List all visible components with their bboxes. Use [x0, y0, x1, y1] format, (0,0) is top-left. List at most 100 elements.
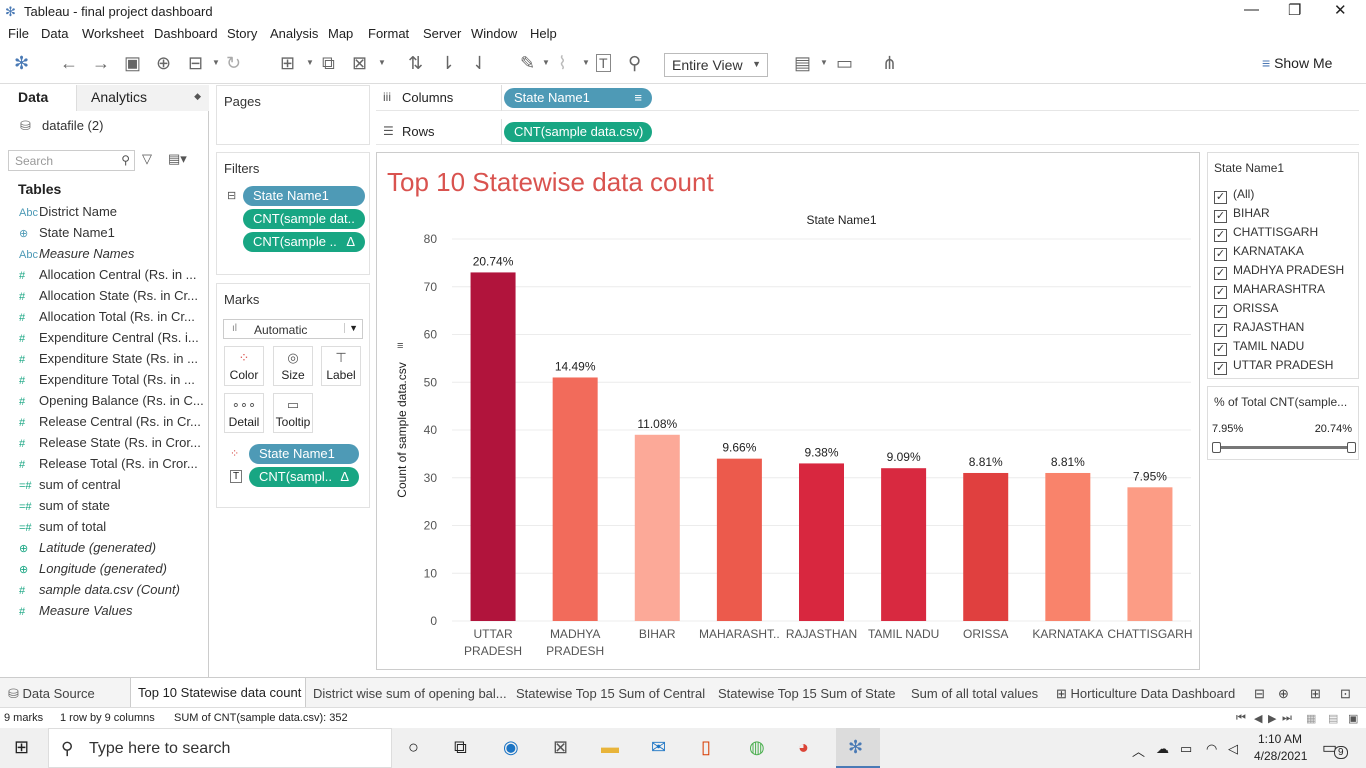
- new-story-icon[interactable]: ⊡: [1340, 686, 1351, 701]
- filter-icon[interactable]: ▽: [142, 151, 152, 166]
- field-item[interactable]: AbcDistrict Name: [19, 204, 207, 219]
- tableau-home-icon[interactable]: ✻: [14, 53, 30, 73]
- menu-format[interactable]: Format: [368, 26, 410, 41]
- legend-checkbox-item[interactable]: ✓ BIHAR: [1214, 206, 1270, 223]
- datasource-name[interactable]: datafile (2): [42, 118, 104, 133]
- search-input[interactable]: Search ⚲: [8, 150, 135, 171]
- minimize-icon[interactable]: —: [1244, 1, 1259, 18]
- duplicate-icon[interactable]: ⧉: [322, 53, 335, 73]
- new-sheet-icon[interactable]: ⊕: [1278, 686, 1289, 701]
- tab-active-sheet[interactable]: Top 10 Statewise data count: [130, 678, 306, 708]
- checkbox-checked-icon[interactable]: ✓: [1214, 305, 1227, 318]
- marks-pill-state[interactable]: State Name1: [249, 444, 359, 464]
- new-dashboard-icon[interactable]: ⊞: [1310, 686, 1321, 701]
- mark-type-select[interactable]: ıl Automatic ▼: [223, 319, 363, 339]
- sort-descending-icon[interactable]: ⇃: [472, 53, 488, 73]
- highlight-icon[interactable]: ✎: [520, 53, 536, 73]
- field-item[interactable]: # Expenditure Central (Rs. i...: [19, 330, 207, 345]
- tableau-taskbar-button[interactable]: ✻: [836, 728, 880, 768]
- volume-icon[interactable]: ◁: [1228, 741, 1238, 756]
- dropdown-icon[interactable]: ▼: [582, 58, 590, 67]
- redo-icon[interactable]: →: [92, 53, 110, 73]
- nav-next-icon[interactable]: ▶: [1268, 713, 1277, 725]
- refresh-icon[interactable]: ↻: [226, 53, 242, 73]
- legend-checkbox-item[interactable]: ✓ ORISSA: [1214, 301, 1278, 318]
- onedrive-icon[interactable]: ☁: [1156, 741, 1169, 756]
- menu-story[interactable]: Story: [227, 26, 258, 41]
- pin-icon[interactable]: ⚲: [628, 53, 642, 73]
- menu-server[interactable]: Server: [423, 26, 462, 41]
- dropdown-icon[interactable]: ▼: [378, 58, 386, 67]
- new-worksheet-icon[interactable]: ⊞: [280, 53, 296, 73]
- swap-icon[interactable]: ⇅: [408, 53, 424, 73]
- checkbox-checked-icon[interactable]: ✓: [1214, 248, 1227, 261]
- field-item[interactable]: # Measure Values: [19, 603, 207, 618]
- legend-checkbox-item[interactable]: ✓ UTTAR PRADESH: [1214, 358, 1333, 375]
- checkbox-checked-icon[interactable]: ✓: [1214, 324, 1227, 337]
- chrome-icon[interactable]: ◕: [798, 737, 809, 757]
- label-button[interactable]: ⊤ Label: [321, 346, 361, 386]
- cortana-icon[interactable]: ○: [408, 737, 419, 757]
- field-item[interactable]: # Expenditure Total (Rs. in ...: [19, 372, 207, 387]
- cards-icon[interactable]: ▤: [794, 53, 812, 73]
- checkbox-checked-icon[interactable]: ✓: [1214, 210, 1227, 223]
- nav-prev-icon[interactable]: ◀: [1254, 713, 1263, 725]
- presentation-icon[interactable]: ▭: [836, 53, 854, 73]
- share-icon[interactable]: ⋔: [882, 53, 898, 73]
- legend-checkbox-item[interactable]: ✓ RAJASTHAN: [1214, 320, 1304, 337]
- clear-sheet-icon[interactable]: ⊠: [352, 53, 368, 73]
- tab-total-sheet[interactable]: Sum of all total values: [911, 686, 1039, 701]
- pages-shelf[interactable]: Pages: [216, 85, 370, 145]
- nav-first-icon[interactable]: ⏮: [1236, 712, 1246, 724]
- color-button[interactable]: ⁘ Color: [224, 346, 264, 386]
- mail-icon[interactable]: ✉: [651, 737, 667, 757]
- columns-pill-state[interactable]: State Name1 ≡: [504, 88, 652, 108]
- taskbar-search[interactable]: ⚲ Type here to search: [48, 728, 392, 768]
- field-item[interactable]: =# sum of central: [19, 477, 207, 492]
- close-icon[interactable]: ✕: [1334, 2, 1347, 19]
- tooltip-button[interactable]: ▭ Tooltip: [273, 393, 313, 433]
- show-labels-icon[interactable]: T: [596, 54, 611, 72]
- grid-view-icon[interactable]: ▦: [1306, 713, 1317, 725]
- field-item[interactable]: # Release Total (Rs. in Cror...: [19, 456, 207, 471]
- dropdown-icon[interactable]: ▼: [542, 58, 550, 67]
- group-icon[interactable]: ⌇: [558, 53, 567, 73]
- field-item[interactable]: # Expenditure State (Rs. in ...: [19, 351, 207, 366]
- legend-checkbox-item[interactable]: ✓ CHATTISGARH: [1214, 225, 1318, 242]
- field-item[interactable]: ⊕ Longitude (generated): [19, 561, 207, 576]
- columns-shelf[interactable]: iii Columns State Name1 ≡: [376, 85, 1359, 111]
- field-item[interactable]: =# sum of total: [19, 519, 207, 534]
- field-item[interactable]: # Allocation Total (Rs. in Cr...: [19, 309, 207, 324]
- range-slider-track[interactable]: [1216, 446, 1352, 449]
- menu-dashboard[interactable]: Dashboard: [154, 26, 218, 41]
- checkbox-checked-icon[interactable]: ✓: [1214, 191, 1227, 204]
- menu-data[interactable]: Data: [41, 26, 69, 41]
- explorer-icon[interactable]: ▬: [601, 737, 619, 757]
- windows-start-icon[interactable]: ⊞: [14, 737, 30, 757]
- view-mode-select[interactable]: Entire View ▼: [664, 53, 768, 77]
- film-view-icon[interactable]: ▣: [1348, 713, 1359, 725]
- tab-district-sheet[interactable]: District wise sum of opening bal...: [313, 686, 507, 701]
- size-button[interactable]: ◎ Size: [273, 346, 313, 386]
- checkbox-checked-icon[interactable]: ✓: [1214, 229, 1227, 242]
- field-item[interactable]: ⊕ State Name1: [19, 225, 207, 240]
- legend-checkbox-item[interactable]: ✓ (All): [1214, 187, 1254, 204]
- sort-ascending-icon[interactable]: ⇂: [440, 53, 456, 73]
- photos-icon[interactable]: ◍: [749, 737, 765, 757]
- checkbox-checked-icon[interactable]: ✓: [1214, 267, 1227, 280]
- menu-help[interactable]: Help: [530, 26, 557, 41]
- restore-icon[interactable]: ❐: [1288, 2, 1302, 19]
- clock-time[interactable]: 1:10 AM: [1258, 732, 1303, 746]
- legend-checkbox-item[interactable]: ✓ TAMIL NADU: [1214, 339, 1304, 356]
- field-item[interactable]: # Release Central (Rs. in Cr...: [19, 414, 207, 429]
- dropdown-icon[interactable]: ▼: [306, 58, 314, 67]
- checkbox-checked-icon[interactable]: ✓: [1214, 343, 1227, 356]
- list-view-icon[interactable]: ▤: [1328, 713, 1339, 725]
- task-view-icon[interactable]: ⧉: [454, 737, 467, 757]
- tray-chevron-icon[interactable]: ︿: [1132, 744, 1146, 759]
- legend-checkbox-item[interactable]: ✓ MADHYA PRADESH: [1214, 263, 1344, 280]
- undo-icon[interactable]: ←: [60, 53, 78, 73]
- menu-analysis[interactable]: Analysis: [270, 26, 319, 41]
- checkbox-checked-icon[interactable]: ✓: [1214, 286, 1227, 299]
- filter-pill-state[interactable]: State Name1: [243, 186, 365, 206]
